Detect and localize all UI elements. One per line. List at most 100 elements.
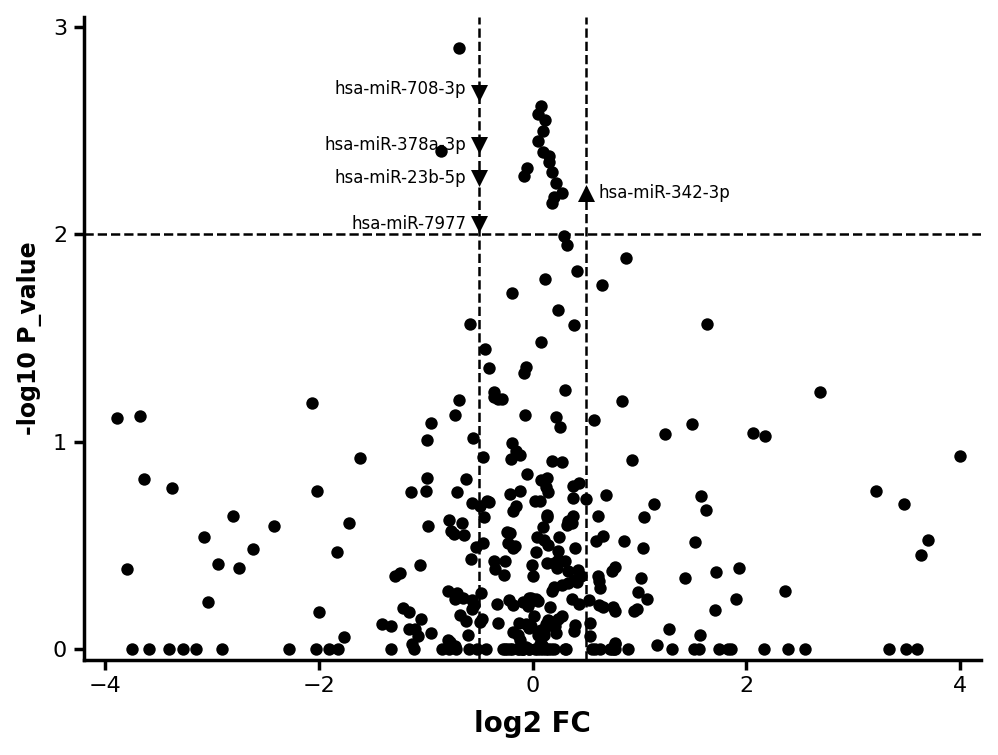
Point [571, 598, 587, 610]
Point [920, 534, 936, 546]
Point [530, 595, 546, 607]
Point [329, 643, 345, 655]
Point [529, 593, 545, 605]
Point [868, 485, 884, 497]
Point [469, 643, 485, 655]
Point [626, 605, 642, 617]
Point [533, 100, 549, 112]
Point [511, 643, 527, 655]
Point [499, 525, 515, 538]
Point [536, 534, 552, 546]
Point [197, 531, 213, 543]
Point [405, 643, 421, 655]
Point [520, 599, 536, 612]
Text: hsa-miR-708-3p: hsa-miR-708-3p [334, 80, 466, 98]
Point [400, 623, 416, 635]
Point [646, 498, 662, 510]
Point [665, 643, 681, 655]
Point [214, 643, 230, 655]
Point [440, 584, 456, 596]
Point [517, 409, 533, 421]
Point [383, 620, 399, 632]
Point [527, 495, 543, 507]
Point [374, 618, 390, 630]
Point [475, 451, 491, 464]
Point [419, 472, 435, 484]
Point [423, 418, 439, 430]
Point [526, 610, 542, 622]
Point [527, 643, 543, 655]
Point [490, 393, 506, 405]
Point [583, 630, 599, 642]
Point [559, 239, 575, 251]
Point [504, 643, 520, 655]
Point [592, 643, 608, 655]
Point [657, 428, 673, 440]
Point [604, 643, 620, 655]
Point [564, 517, 580, 529]
Point [472, 501, 488, 513]
Point [226, 510, 242, 522]
Point [501, 594, 517, 606]
Point [503, 453, 519, 465]
Point [587, 643, 603, 655]
Point [530, 108, 546, 120]
Point [707, 604, 723, 616]
Point [780, 643, 796, 655]
Point [442, 636, 458, 649]
Point [518, 641, 534, 653]
Point [756, 643, 772, 655]
Point [595, 531, 611, 543]
Point [462, 318, 478, 330]
Point [328, 546, 344, 558]
Point [446, 528, 462, 540]
Point [569, 264, 585, 276]
Point [720, 643, 736, 655]
Point [497, 643, 513, 655]
Point [895, 498, 911, 510]
Point [566, 319, 582, 331]
Point [419, 434, 435, 446]
Point [548, 411, 564, 423]
Point [132, 410, 148, 422]
Point [547, 620, 563, 632]
Point [555, 187, 571, 199]
Point [535, 643, 551, 655]
Point [486, 386, 502, 398]
Point [535, 146, 551, 158]
Point [307, 643, 323, 655]
Point [460, 629, 476, 641]
Point [441, 643, 457, 655]
Point [481, 362, 497, 374]
Point [468, 541, 484, 553]
Point [392, 567, 408, 579]
Point [560, 565, 576, 577]
Point [471, 172, 487, 184]
Point [539, 511, 555, 523]
Point [471, 218, 487, 230]
Point [620, 643, 636, 655]
Point [558, 643, 574, 655]
Point [515, 596, 531, 608]
Point [508, 445, 524, 457]
Point [434, 643, 450, 655]
Point [635, 542, 651, 554]
Point [515, 643, 531, 655]
Point [542, 601, 558, 613]
Point [544, 197, 560, 209]
Point [570, 565, 586, 577]
Point [560, 577, 576, 589]
Point [303, 397, 319, 409]
Point [481, 496, 497, 508]
Point [500, 537, 516, 549]
Point [608, 643, 624, 655]
Point [539, 472, 555, 484]
Point [618, 252, 634, 264]
Point [550, 304, 566, 316]
Point [607, 561, 623, 573]
Point [582, 618, 598, 630]
Point [607, 637, 623, 649]
Point [724, 643, 740, 655]
Point [423, 627, 439, 639]
Point [629, 603, 645, 615]
